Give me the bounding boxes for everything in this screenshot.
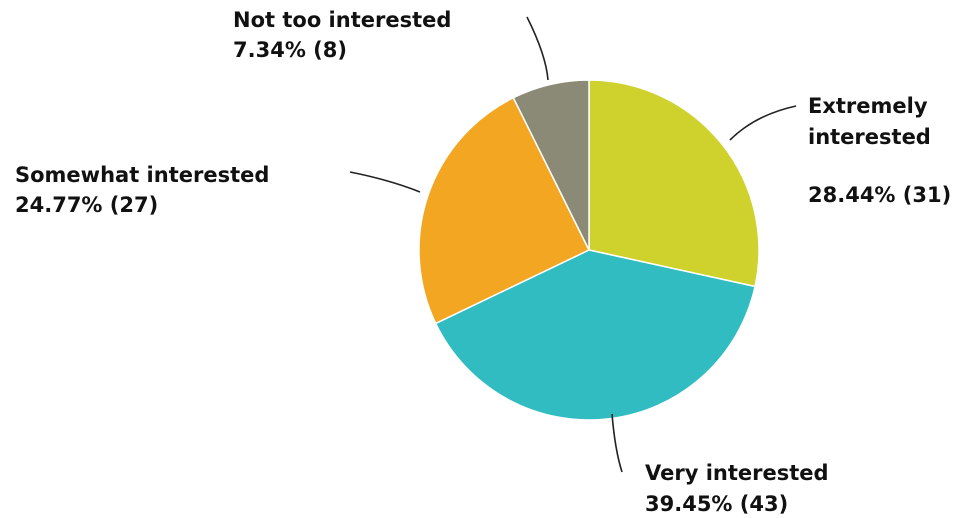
pie-slice-somewhat-interested xyxy=(418,96,591,325)
pie-slice-extremely-interested xyxy=(588,79,760,288)
label-somewhat-interested: Somewhat interested xyxy=(15,163,269,187)
value-somewhat-interested: 24.77% (27) xyxy=(15,193,158,217)
value-very-interested: 39.45% (43) xyxy=(645,492,788,516)
label-very-interested: Very interested xyxy=(645,461,829,485)
leader-line-very-interested xyxy=(611,413,623,473)
value-not-too-interested: 7.34% (8) xyxy=(233,38,347,62)
label-not-too-interested: Not too interested xyxy=(233,8,451,32)
label-extremely-interested-line1: Extremely xyxy=(808,94,928,118)
value-extremely-interested: 28.44% (31) xyxy=(808,183,951,207)
leader-line-not-too-interested xyxy=(526,16,549,81)
pie-slice-very-interested xyxy=(434,249,756,421)
leader-line-somewhat-interested xyxy=(349,171,421,193)
pie-slices xyxy=(418,79,760,421)
pie-slice-not-too-interested xyxy=(512,79,590,251)
leader-line-extremely-interested xyxy=(729,105,797,141)
label-extremely-interested-line2: interested xyxy=(808,125,931,149)
